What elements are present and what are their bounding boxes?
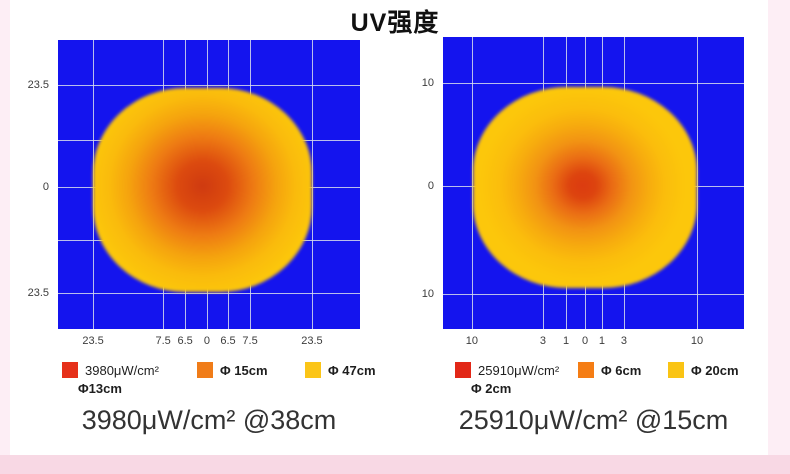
x-tick-label: 6.5	[177, 335, 193, 347]
bottom-pink-strip	[0, 455, 790, 474]
page-title: UV强度	[350, 9, 440, 37]
legend-item: Φ 6cm	[578, 362, 641, 379]
x-tick-label: 7.5	[242, 335, 258, 347]
legend-label: Φ 15cm	[220, 363, 268, 378]
legend-sublabel: Φ 2cm	[471, 381, 512, 396]
legend-swatch	[455, 362, 471, 378]
y-tick-label: 23.5	[27, 79, 49, 92]
x-tick-label: 6.5	[220, 335, 236, 347]
y-tick-label: 0	[42, 181, 49, 194]
intensity-blob	[473, 86, 698, 288]
h-gridline	[443, 293, 744, 295]
v-gridline	[697, 37, 699, 329]
x-tick-label: 3	[620, 335, 627, 347]
x-tick-label: 23.5	[82, 335, 104, 347]
legend-swatch	[197, 362, 213, 378]
y-tick-label: 23.5	[27, 286, 49, 299]
y-tick-label: 10	[421, 287, 434, 300]
intensity-blob	[93, 87, 312, 292]
x-tick-label: 10	[690, 335, 704, 347]
x-tick-label: 23.5	[301, 335, 323, 347]
x-tick-label: 10	[465, 335, 479, 347]
h-gridline	[58, 292, 360, 294]
legend-item: 3980μW/cm² Φ13cm	[62, 362, 159, 397]
v-gridline	[311, 40, 313, 329]
legend-label: 3980μW/cm²	[85, 363, 159, 378]
legend-item: Φ 20cm	[668, 362, 739, 379]
plot-area	[443, 37, 744, 329]
uv-heatmap-right: 10 0 10 10 3 1 0 1 3 10	[422, 37, 744, 347]
h-gridline	[443, 83, 744, 85]
x-axis: 10 3 1 0 1 3 10	[443, 329, 744, 353]
x-tick-label: 0	[203, 335, 210, 347]
legend-label: 25910μW/cm²	[478, 363, 560, 378]
x-tick-label: 7.5	[155, 335, 171, 347]
uv-heatmap-left: 23.5 0 23.5 23.5 7.5 6.5 0 6.5 7.5 23.5	[28, 40, 360, 347]
legend-item: Φ 47cm	[305, 362, 376, 379]
x-axis: 23.5 7.5 6.5 0 6.5 7.5 23.5	[58, 329, 360, 353]
legend-sublabel: Φ13cm	[78, 381, 122, 396]
legend-item: 25910μW/cm² Φ 2cm	[455, 362, 559, 397]
legend-swatch	[62, 362, 78, 378]
y-axis: 23.5 0 23.5	[9, 40, 49, 329]
y-tick-label: 0	[427, 179, 434, 192]
legend-swatch	[668, 362, 684, 378]
legend-swatch	[305, 362, 321, 378]
y-tick-label: 10	[421, 77, 434, 90]
legend-item: Φ 15cm	[197, 362, 268, 379]
legend-label: Φ 6cm	[601, 363, 642, 378]
v-gridline	[471, 37, 473, 329]
y-axis: 10 0 10	[394, 37, 434, 329]
x-tick-label: 0	[582, 335, 589, 347]
legend-swatch	[578, 362, 594, 378]
right-pink-strip	[768, 0, 790, 474]
x-tick-label: 1	[598, 335, 605, 347]
left-chart-caption: 3980μW/cm² @38cm	[81, 405, 337, 435]
legend-label: Φ 47cm	[328, 363, 376, 378]
left-pink-strip	[0, 0, 10, 474]
right-chart-caption: 25910μW/cm² @15cm	[458, 405, 729, 435]
plot-area	[58, 40, 360, 329]
x-tick-label: 3	[539, 335, 546, 347]
h-gridline	[58, 85, 360, 87]
legend-row: 3980μW/cm² Φ13cm Φ 15cm Φ 47cm 25910μW/cm² Φ …	[0, 362, 790, 404]
x-tick-label: 1	[563, 335, 570, 347]
legend-label: Φ 20cm	[691, 363, 739, 378]
